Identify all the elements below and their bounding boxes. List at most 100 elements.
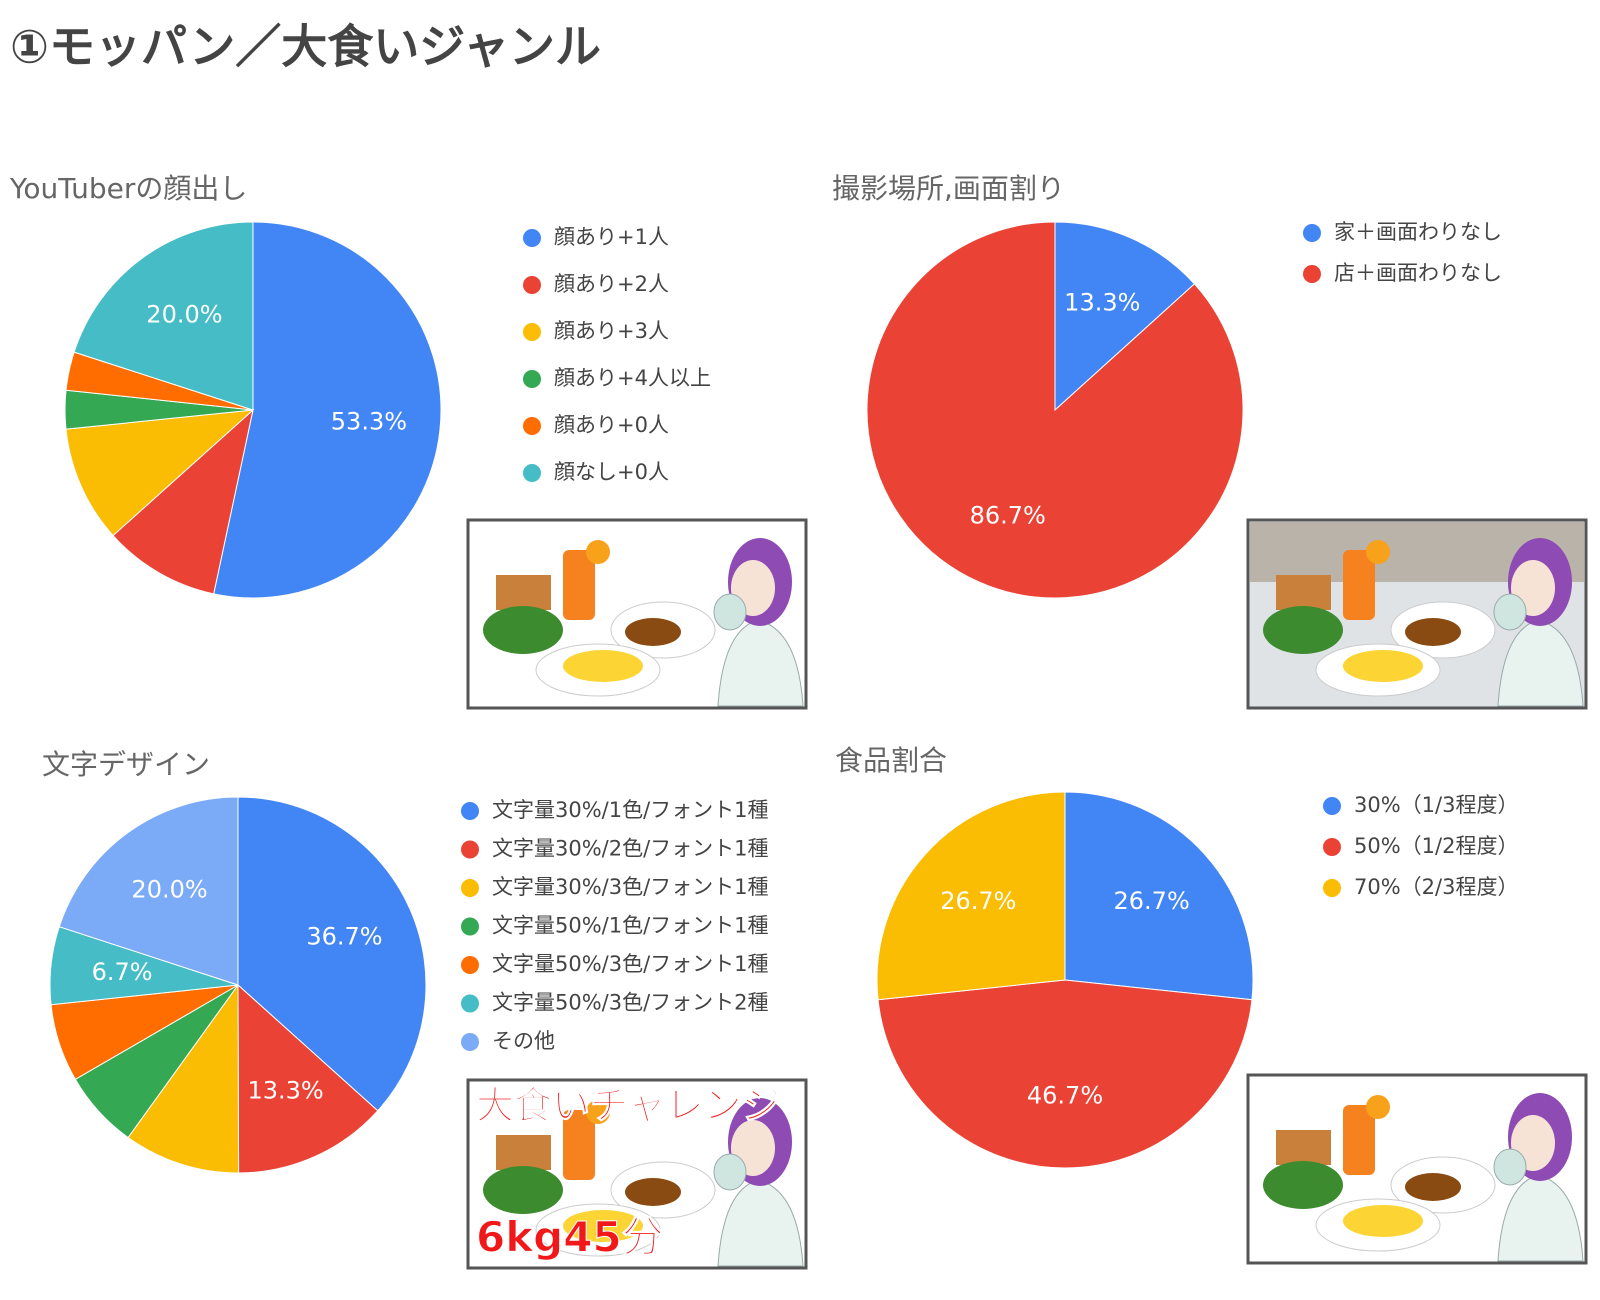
legend-swatch <box>523 229 541 247</box>
pie-slice <box>65 409 255 537</box>
legend-label: 家＋画面わりなし <box>1334 220 1502 244</box>
salad <box>1263 1161 1343 1209</box>
pie-slice <box>112 408 254 595</box>
salad <box>1263 606 1343 654</box>
thumbnail <box>1246 1073 1588 1265</box>
legend-label: 店＋画面わりなし <box>1334 261 1502 285</box>
legend-swatch <box>461 1033 479 1051</box>
cup <box>713 1153 747 1191</box>
pie-slice <box>237 796 427 1112</box>
legend-label: 文字量30%/3色/フォント1種 <box>492 875 769 899</box>
pie-slice <box>876 791 1066 1001</box>
curry <box>1405 1173 1461 1201</box>
salad <box>483 606 563 654</box>
slice-label: 36.7% <box>306 923 382 951</box>
thumbnail: 大食いチャレンジ 6kg45分 <box>466 1078 808 1270</box>
sandwich <box>496 575 551 610</box>
legend-swatch <box>523 323 541 341</box>
legend-swatch <box>461 994 479 1013</box>
sandwich <box>496 1135 551 1170</box>
sandwich <box>1276 1130 1331 1165</box>
omelet <box>1343 650 1423 682</box>
glass <box>563 550 595 620</box>
slice-label: 13.3% <box>247 1076 323 1104</box>
salad <box>483 1166 563 1214</box>
slice-label: 6.7% <box>92 958 153 986</box>
glass <box>1343 550 1375 620</box>
legend-label: 30%（1/3程度） <box>1354 793 1518 817</box>
slice-label: 46.7% <box>1027 1082 1103 1110</box>
cup <box>1493 1148 1527 1186</box>
legend-label: 顔なし+0人 <box>554 460 669 484</box>
legend-swatch <box>461 840 479 859</box>
curry <box>1405 618 1461 646</box>
curry <box>625 1178 681 1206</box>
slice-label: 86.7% <box>970 502 1046 530</box>
legend-swatch <box>523 464 541 482</box>
thumbnail-caption: 6kg45分 <box>476 1213 664 1262</box>
slice-label: 13.3% <box>1064 288 1140 316</box>
chart-title: YouTuberの顔出し <box>9 172 247 205</box>
legend-swatch <box>1323 797 1341 815</box>
legend-swatch <box>523 417 541 435</box>
pie-slice <box>866 221 1244 599</box>
slice-label: 20.0% <box>146 301 222 329</box>
orange <box>586 540 610 564</box>
legend-label: 顔あり+2人 <box>554 272 669 296</box>
omelet <box>563 1210 643 1242</box>
thumbnail <box>1246 518 1588 710</box>
orange <box>1366 540 1390 564</box>
glass <box>1343 1105 1375 1175</box>
legend-swatch <box>461 956 479 974</box>
legend-label: 顔あり+1人 <box>554 225 669 249</box>
thumbnail <box>466 518 808 710</box>
pie-slice <box>58 796 239 986</box>
slice-label: 26.7% <box>1114 887 1190 915</box>
orange <box>586 1100 610 1124</box>
slice-label: 53.3% <box>331 407 407 435</box>
orange <box>1366 1095 1390 1119</box>
pie-slice <box>877 979 1253 1169</box>
legend-label: 文字量30%/2色/フォント1種 <box>492 837 769 861</box>
legend-swatch <box>461 917 479 936</box>
chart-title: 食品割合 <box>835 744 947 777</box>
pie-slice <box>1064 791 1254 1001</box>
legend-swatch <box>523 370 541 388</box>
cup <box>713 593 747 631</box>
legend-label: 文字量50%/3色/フォント2種 <box>492 991 769 1015</box>
pie-slice <box>127 983 240 1174</box>
legend-swatch <box>1303 265 1321 283</box>
sandwich <box>1276 575 1331 610</box>
pie-slice <box>213 221 442 599</box>
legend-label: 顔あり+3人 <box>554 319 669 343</box>
chart-title: 撮影場所,画面割り <box>832 172 1065 205</box>
legend-label: 文字量30%/1色/フォント1種 <box>492 798 769 822</box>
slice-label: 26.7% <box>940 887 1016 915</box>
legend-swatch <box>461 879 479 897</box>
legend-label: 顔あり+4人以上 <box>554 366 711 390</box>
legend-swatch <box>1323 879 1341 897</box>
legend-label: 文字量50%/3色/フォント1種 <box>492 952 769 976</box>
legend-label: 文字量50%/1色/フォント1種 <box>492 914 769 938</box>
legend-swatch <box>1323 838 1341 856</box>
omelet <box>1343 1205 1423 1237</box>
cup <box>1493 593 1527 631</box>
legend-swatch <box>461 802 479 820</box>
legend-label: その他 <box>492 1029 555 1053</box>
page-title: ①モッパン／大食いジャンル <box>10 20 601 74</box>
slice-label: 20.0% <box>131 876 207 904</box>
omelet <box>563 650 643 682</box>
pie-slice <box>1054 221 1196 412</box>
legend-swatch <box>523 276 541 294</box>
chart-title: 文字デザイン <box>42 748 210 781</box>
pie-slice <box>73 221 254 411</box>
thumbnail-headline: 大食いチャレンジ <box>476 1084 780 1128</box>
curry <box>625 618 681 646</box>
glass <box>563 1110 595 1180</box>
legend-label: 50%（1/2程度） <box>1354 834 1518 858</box>
legend-swatch <box>1303 224 1321 242</box>
legend-label: 顔あり+0人 <box>554 413 669 437</box>
legend-label: 70%（2/3程度） <box>1354 875 1518 899</box>
pie-slice <box>237 983 379 1174</box>
